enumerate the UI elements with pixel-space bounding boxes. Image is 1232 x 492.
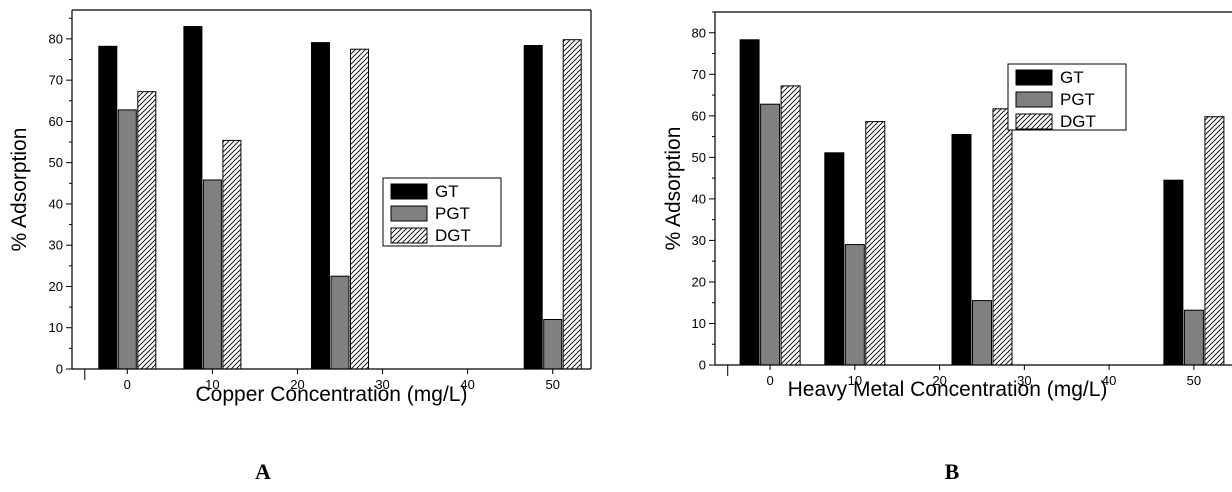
bar-dgt-group-3: [562, 39, 582, 370]
y-tick-label: 70: [692, 67, 706, 82]
bar-pgt-group-2: [330, 275, 350, 370]
y-tick-label: 10: [49, 320, 63, 335]
bar-dgt-group-0: [780, 85, 801, 366]
x-tick-label: 50: [1187, 373, 1201, 388]
bar-pgt-group-1: [202, 179, 222, 370]
y-tick-label: 50: [49, 155, 63, 170]
x-tick-label: 40: [460, 377, 474, 392]
chart-panel-a: 0 10 20 30 40 50 60 70 80 0 10 20 30 40 50 Copper Conce…: [8, 9, 592, 484]
bar-gt-group-1: [824, 152, 845, 366]
bar-dgt-group-2: [992, 108, 1013, 366]
panel-label: B: [945, 459, 960, 484]
legend: GT PGT DGT: [1007, 63, 1127, 131]
bar-gt-group-2: [951, 134, 972, 366]
y-tick-label: 40: [49, 196, 63, 211]
y-tick-label: 30: [49, 238, 63, 253]
x-tick-label: 30: [1017, 373, 1031, 388]
x-axis-title: Heavy Metal Concentration (mg/L): [788, 378, 1108, 401]
legend-label-pgt: PGT: [1060, 90, 1095, 109]
bar-gt-group-1: [183, 26, 203, 370]
legend-swatch-dgt: [390, 227, 428, 244]
legend-swatch-pgt: [390, 205, 428, 222]
bar-dgt-group-2: [350, 48, 369, 370]
bar-pgt-group-0: [760, 103, 781, 366]
y-tick-label: 20: [692, 274, 706, 289]
legend-swatch-pgt: [1015, 91, 1053, 108]
bar-dgt-group-3: [1204, 116, 1225, 366]
x-tick-label: 40: [1102, 373, 1116, 388]
bar-gt-group-0: [98, 45, 118, 370]
y-tick-label: 80: [692, 25, 706, 40]
bar-pgt-group-1: [844, 244, 865, 366]
bar-dgt-group-0: [137, 91, 157, 370]
y-tick-label: 0: [699, 358, 706, 373]
chart-panel-b: 0 10 20 30 40 50 60 70 80 0 10 20 30 40 50 Heavy Metal …: [662, 11, 1232, 484]
legend-label-dgt: DGT: [1060, 112, 1096, 131]
legend-swatch-gt: [1015, 69, 1053, 86]
y-tick-label: 50: [692, 150, 706, 165]
bar-gt-group-0: [739, 39, 760, 366]
x-tick-label: 20: [932, 373, 946, 388]
y-tick-label: 10: [692, 316, 706, 331]
legend-label-dgt: DGT: [435, 226, 471, 245]
legend-swatch-gt: [390, 183, 428, 200]
bar-pgt-group-3: [1183, 309, 1204, 366]
x-tick-label: 30: [375, 377, 389, 392]
legend: GT PGT DGT: [382, 177, 502, 247]
x-tick-label: 0: [124, 377, 131, 392]
y-tick-label: 30: [692, 233, 706, 248]
y-tick-label: 20: [49, 279, 63, 294]
y-tick-label: 60: [49, 114, 63, 129]
legend-label-gt: GT: [435, 182, 459, 201]
x-tick-label: 10: [848, 373, 862, 388]
bar-dgt-group-1: [865, 121, 886, 366]
x-axis-title: Copper Concentration (mg/L): [196, 383, 468, 406]
legend-label-gt: GT: [1060, 68, 1084, 87]
bar-gt-group-3: [523, 45, 543, 370]
bar-dgt-group-1: [222, 139, 242, 370]
y-tick-label: 80: [49, 31, 63, 46]
panel-label: A: [255, 459, 271, 484]
bar-gt-group-3: [1163, 179, 1184, 366]
y-axis-title: % Adsorption: [8, 128, 31, 252]
x-tick-label: 10: [205, 377, 219, 392]
bar-pgt-group-0: [117, 109, 137, 370]
x-tick-label: 50: [545, 377, 559, 392]
y-tick-label: 0: [56, 362, 63, 377]
y-axis-title: % Adsorption: [662, 127, 685, 251]
y-tick-label: 40: [692, 191, 706, 206]
bar-pgt-group-3: [543, 319, 563, 370]
legend-label-pgt: PGT: [435, 204, 470, 223]
legend-swatch-dgt: [1015, 113, 1053, 130]
y-tick-label: 60: [692, 108, 706, 123]
x-tick-label: 0: [766, 373, 773, 388]
bar-pgt-group-2: [972, 300, 992, 366]
x-tick-label: 20: [290, 377, 304, 392]
y-tick-label: 70: [49, 73, 63, 88]
bar-gt-group-2: [311, 42, 330, 370]
